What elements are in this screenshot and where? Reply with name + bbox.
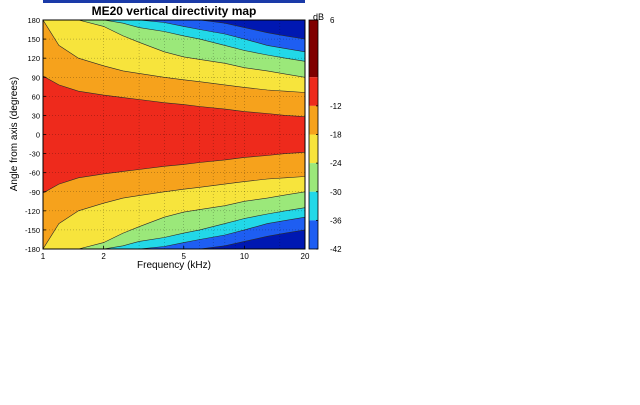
top-banner-strip (43, 0, 305, 3)
y-tick-label: 120 (27, 54, 40, 63)
x-tick-label: 5 (182, 252, 187, 261)
colorbar-segment (309, 20, 318, 78)
x-tick-label: 1 (41, 252, 46, 261)
y-tick-label: -60 (29, 169, 40, 178)
y-tick-label: -120 (25, 207, 40, 216)
x-axis-ticks: 1 2 5 10 20 (41, 246, 310, 261)
chart-title: ME20 vertical directivity map (92, 4, 257, 18)
x-tick-label: 2 (101, 252, 106, 261)
grid-layer (43, 20, 305, 249)
colorbar-tick-label: -24 (330, 159, 342, 168)
y-tick-label: 90 (32, 73, 40, 82)
colorbar-tick-label: -18 (330, 131, 342, 140)
y-tick-label: 60 (32, 92, 40, 101)
x-tick-label: 20 (301, 252, 310, 261)
y-tick-label: 180 (27, 16, 40, 25)
y-axis-ticks: 180 150 120 90 60 30 0 -30 -60 -90 -120 -150 -180 (25, 16, 46, 254)
colorbar-segment (309, 77, 318, 106)
y-tick-label: -90 (29, 188, 40, 197)
colorbar-segment (309, 105, 318, 135)
colorbar-segment (309, 163, 318, 192)
y-tick-label: 30 (32, 111, 40, 120)
colorbar-segment (309, 220, 318, 249)
colorbar-ticks: 6 -12 -18 -24 -30 -36 -42 (316, 16, 342, 254)
colorbar (308, 19, 319, 250)
y-tick-label: -30 (29, 150, 40, 159)
x-axis-label: Frequency (kHz) (137, 260, 211, 271)
colorbar-tick-label: -42 (330, 245, 342, 254)
y-tick-label: 150 (27, 35, 40, 44)
colorbar-segment (309, 191, 318, 221)
y-tick-label: -150 (25, 226, 40, 235)
colorbar-tick-label: 6 (330, 16, 335, 25)
y-tick-label: -180 (25, 245, 40, 254)
x-tick-label: 10 (240, 252, 249, 261)
colorbar-tick-label: -36 (330, 216, 342, 225)
contour-layer (43, 20, 305, 249)
colorbar-unit-label: dB (313, 12, 324, 22)
contour-band-6db (43, 75, 305, 194)
colorbar-tick-label: -12 (330, 102, 342, 111)
y-tick-label: 0 (36, 131, 40, 140)
colorbar-segment (309, 134, 318, 164)
y-axis-label: Angle from axis (degrees) (9, 77, 20, 192)
colorbar-tick-label: -30 (330, 188, 342, 197)
